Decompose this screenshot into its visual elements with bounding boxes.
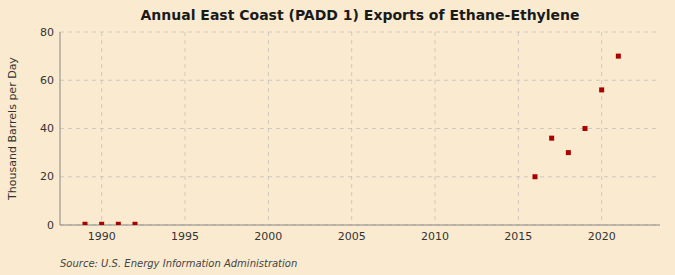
x-tick-label: 2005 [338,230,366,243]
title: Annual East Coast (PADD 1) Exports of Et… [140,7,579,23]
x-grid-line [101,32,102,225]
x-tick-label: 2010 [421,230,449,243]
x-tick-label: 2015 [504,230,532,243]
x-grid-line [185,32,186,225]
x-tick-label: 1990 [88,230,116,243]
x-grid-line [601,32,602,225]
x-tick-label: 1995 [171,230,199,243]
points [83,54,621,225]
point [616,54,621,59]
point [599,87,604,92]
y-grid-line [60,128,660,129]
y-axis-label: Thousand Barrels per Day [6,57,19,201]
x-axis-line [60,225,660,226]
chart-container: 0 20 40 60 80 1990 1995 2000 2005 2010 2015 2020 Ann… [0,0,675,275]
y-grid-line [60,32,660,33]
point [549,136,554,141]
x-grid-line [518,32,519,225]
x-grid-line [435,32,436,225]
y-tick-label: 0 [47,219,54,232]
chart: 0 20 40 60 80 1990 1995 2000 2005 2010 2015 2020 Ann… [0,0,675,275]
point [116,222,121,225]
y-tick-label: 80 [40,26,54,39]
x-grid-line [351,32,352,225]
x-grid-line [268,32,269,225]
point [533,174,538,179]
y-axis-line [60,32,61,225]
x-tick-label: 2020 [588,230,616,243]
y-tick-label: 20 [40,170,54,183]
point [99,222,104,225]
point [566,150,571,155]
background [0,0,675,275]
grid [60,32,660,225]
y-grid-line [60,225,660,226]
point [583,126,588,131]
y-grid-line [60,80,660,81]
point [133,222,138,225]
point [83,222,88,225]
y-tick-label: 40 [40,122,54,135]
source-note: Source: U.S. Energy Information Administ… [60,258,297,269]
y-grid-line [60,176,660,177]
x-tick-label: 2000 [254,230,282,243]
y-tick-label: 60 [40,74,54,87]
